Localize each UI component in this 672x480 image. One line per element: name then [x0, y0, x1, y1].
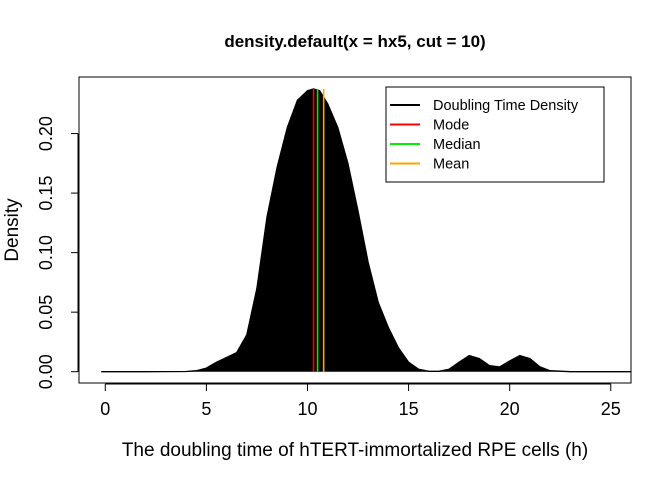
x-tick-label: 10	[297, 399, 317, 419]
y-tick-label: 0.15	[36, 176, 56, 211]
y-tick-label: 0.10	[36, 235, 56, 270]
plot-area	[101, 88, 631, 373]
legend-box	[385, 86, 605, 183]
plot-frame	[78, 76, 632, 384]
y-axis: 0.00 0.05 0.10 0.15 0.20	[36, 116, 79, 389]
legend-label: Doubling Time Density	[433, 98, 579, 114]
x-axis: 0 5 10 15 20 25	[100, 383, 621, 419]
y-tick-label: 0.20	[36, 116, 56, 151]
x-axis-label: The doubling time of hTERT-immortalized …	[122, 440, 588, 461]
legend-label: Mode	[433, 118, 469, 134]
chart-title: density.default(x = hx5, cut = 10)	[224, 32, 485, 51]
y-tick-label: 0.05	[36, 295, 56, 330]
y-tick-label: 0.00	[36, 354, 56, 389]
legend-label: Mean	[433, 157, 469, 173]
legend: Doubling Time Density Mode Median Mean	[385, 86, 605, 183]
x-tick-label: 25	[601, 399, 621, 419]
x-tick-label: 0	[100, 399, 110, 419]
x-tick-label: 20	[500, 399, 520, 419]
density-line	[101, 88, 631, 373]
x-tick-label: 5	[201, 399, 211, 419]
legend-label: Median	[433, 137, 481, 153]
y-axis-label: Density	[2, 198, 23, 262]
density-area	[101, 88, 631, 372]
x-tick-label: 15	[399, 399, 419, 419]
